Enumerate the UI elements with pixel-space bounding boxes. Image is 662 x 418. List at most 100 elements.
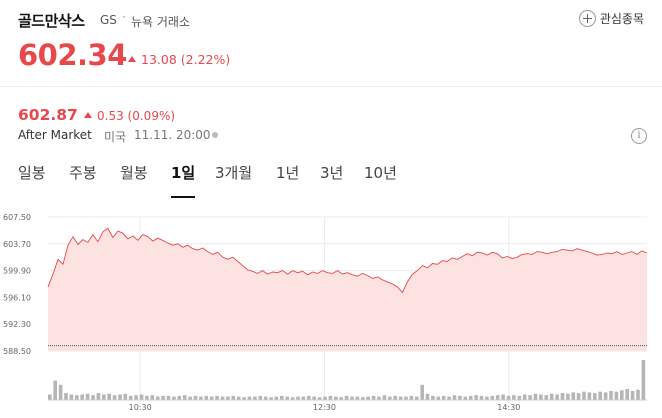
ticker-symbol: GS bbox=[100, 13, 117, 27]
volume-bar bbox=[539, 394, 543, 400]
tab-daily[interactable]: 일봉 bbox=[18, 164, 46, 182]
volume-bar bbox=[139, 394, 144, 400]
after-market-label: After Market bbox=[18, 128, 92, 142]
volume-bar bbox=[274, 396, 279, 400]
volume-bar bbox=[533, 393, 538, 400]
tab-1day[interactable]: 1일 bbox=[171, 164, 196, 182]
volume-bar bbox=[312, 396, 316, 400]
volume-bar bbox=[630, 391, 635, 400]
volume-bar bbox=[263, 396, 268, 400]
volume-bar bbox=[269, 397, 273, 400]
volume-bar bbox=[48, 394, 52, 400]
y-tick-label: 599.90 bbox=[3, 267, 31, 276]
tab-1year[interactable]: 1년 bbox=[276, 164, 300, 182]
volume-bar bbox=[522, 394, 527, 400]
volume-bar bbox=[301, 396, 306, 400]
volume-bar bbox=[91, 395, 95, 400]
volume-bar bbox=[350, 396, 354, 400]
volume-bar bbox=[75, 395, 79, 400]
volume-bar bbox=[172, 396, 176, 400]
volume-bar bbox=[231, 395, 236, 400]
volume-bar bbox=[528, 395, 532, 400]
volume-bar bbox=[215, 395, 219, 400]
volume-bar bbox=[447, 396, 451, 400]
y-tick-label: 607.50 bbox=[3, 213, 31, 222]
volume-bar bbox=[242, 397, 246, 400]
after-market-change-amount: 0.53 bbox=[97, 109, 124, 123]
volume-bar bbox=[398, 396, 403, 400]
volume-bar bbox=[58, 384, 63, 400]
volume-bar bbox=[204, 395, 209, 400]
market-region: 미국 bbox=[104, 130, 127, 144]
volume-bar bbox=[118, 394, 122, 400]
volume-bar bbox=[102, 394, 106, 400]
volume-bar bbox=[193, 395, 198, 400]
tab-3month[interactable]: 3개월 bbox=[215, 164, 253, 182]
after-market-change-percent: (0.09%) bbox=[127, 109, 176, 123]
change-amount: 13.08 bbox=[141, 52, 177, 67]
volume-bar bbox=[236, 396, 241, 400]
tab-weekly[interactable]: 주봉 bbox=[69, 164, 97, 182]
tab-monthly[interactable]: 월봉 bbox=[120, 164, 148, 182]
volume-bar bbox=[436, 396, 441, 400]
volume-bar bbox=[123, 393, 128, 400]
stock-name: 골드만삭스 bbox=[18, 12, 85, 30]
price-area bbox=[48, 228, 647, 351]
volume-bar bbox=[80, 394, 84, 400]
volume-bar bbox=[490, 395, 495, 400]
volume-bar bbox=[620, 390, 624, 400]
volume-bar bbox=[258, 395, 263, 400]
volume-bar bbox=[517, 395, 522, 400]
volume-bar bbox=[452, 395, 457, 400]
change-percent: (2.22%) bbox=[180, 52, 231, 67]
after-market-change: 0.53 (0.09%) bbox=[84, 109, 175, 123]
volume-bar bbox=[96, 393, 101, 400]
volume-bar bbox=[382, 395, 387, 400]
volume-bar bbox=[431, 395, 435, 400]
stock-header: 골드만삭스 GS · 뉴욕 거래소 관심종목 bbox=[18, 10, 644, 32]
volume-bar bbox=[317, 397, 322, 400]
volume-bar bbox=[355, 396, 360, 400]
volume-bar bbox=[296, 396, 300, 400]
info-icon[interactable]: i bbox=[631, 128, 647, 144]
volume-bar bbox=[571, 392, 576, 400]
volume-bar bbox=[441, 395, 446, 400]
volume-bar bbox=[506, 395, 511, 400]
volume-bar bbox=[468, 395, 473, 400]
volume-bar bbox=[290, 397, 295, 400]
volume-bar bbox=[625, 389, 629, 400]
volume-bar bbox=[188, 396, 192, 400]
volume-bar bbox=[636, 389, 640, 400]
price-chart[interactable]: 607.50 603.70 599.90 596.10 592.30 588.50 10:3… bbox=[0, 200, 662, 414]
x-tick-label: 10:30 bbox=[129, 403, 152, 412]
volume-bar bbox=[479, 395, 484, 400]
volume-bar bbox=[134, 395, 138, 400]
volume-bar bbox=[415, 396, 419, 400]
after-market-time: 11.11. 20:00 bbox=[134, 128, 211, 142]
volume-bar bbox=[458, 395, 462, 400]
volume-bar bbox=[150, 395, 155, 400]
tab-3year[interactable]: 3년 bbox=[320, 164, 344, 182]
volume-bar bbox=[145, 395, 149, 400]
x-tick-label: 12:30 bbox=[313, 403, 336, 412]
volume-bar bbox=[587, 392, 592, 400]
volume-bar bbox=[328, 395, 333, 400]
volume-bar bbox=[247, 396, 252, 400]
add-watchlist-button[interactable]: 관심종목 bbox=[578, 10, 644, 27]
volume-bar bbox=[566, 393, 570, 400]
volume-bar bbox=[576, 393, 581, 400]
volume-bar bbox=[182, 395, 187, 400]
volume-bar bbox=[393, 395, 397, 400]
volume-bar bbox=[155, 396, 160, 400]
volume-bar bbox=[339, 397, 343, 400]
volume-bar bbox=[544, 395, 549, 400]
tab-10year[interactable]: 10년 bbox=[364, 164, 397, 182]
divider bbox=[0, 86, 662, 87]
volume-bar bbox=[474, 395, 478, 400]
volume-bar bbox=[253, 396, 257, 400]
y-tick-label: 592.30 bbox=[3, 320, 31, 329]
volume-bar bbox=[107, 393, 111, 400]
volume-bar bbox=[371, 395, 376, 400]
price-chart-svg: 607.50 603.70 599.90 596.10 592.30 588.50 10:3… bbox=[3, 213, 648, 412]
volume-bar bbox=[641, 360, 646, 400]
